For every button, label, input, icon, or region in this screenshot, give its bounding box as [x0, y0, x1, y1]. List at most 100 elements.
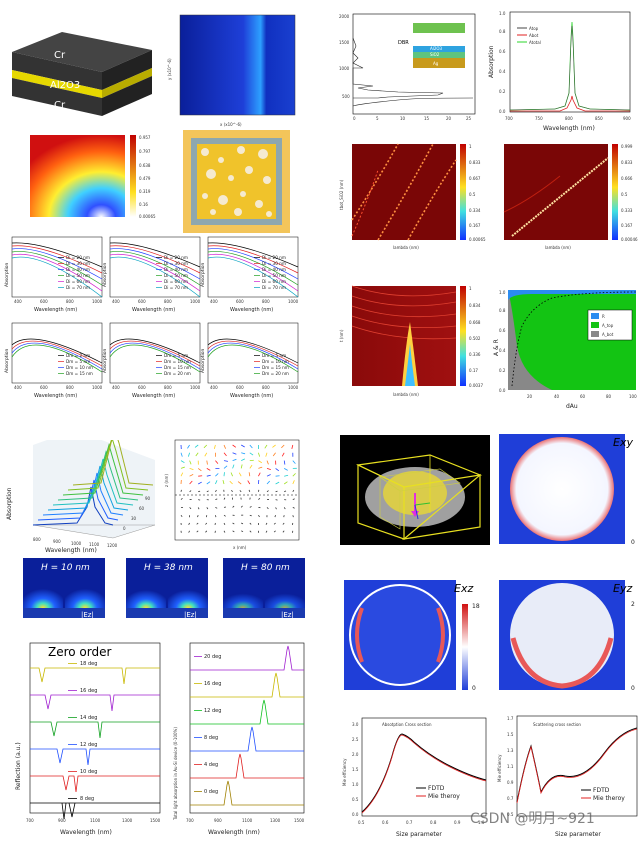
field-arrow	[275, 499, 278, 501]
cbar: 1	[469, 144, 472, 149]
legend-atotal: Atotal	[529, 40, 541, 45]
field-arrow	[241, 530, 244, 533]
watermark: CSDN @明月~921	[470, 811, 595, 827]
field-arrow	[237, 481, 242, 485]
ytick: 0.7	[507, 796, 514, 801]
legend-label: Dm = 5 nm	[66, 359, 90, 364]
xtick: 1000	[71, 541, 82, 546]
exz-max: 18	[472, 603, 480, 610]
eyz-min: 0	[631, 685, 635, 692]
field-arrow	[215, 515, 217, 518]
field-arrow	[198, 481, 202, 485]
field-arrow	[180, 472, 184, 477]
absorption-series	[190, 699, 304, 725]
ez-h-label: H = 10 nm	[41, 563, 90, 573]
ytick: 0.2	[499, 368, 506, 373]
series-line	[11, 342, 103, 370]
ytick: 0.6	[499, 49, 506, 54]
ytick: 0.6	[499, 328, 506, 333]
cbar: 0.333	[621, 208, 633, 213]
legend-atop: Atop	[529, 26, 539, 31]
field-arrow	[292, 460, 296, 464]
field-arrow	[273, 522, 276, 525]
field-arrow	[266, 490, 269, 493]
field-arrow	[187, 452, 190, 457]
legend-label: Dm = 5 nm	[164, 353, 188, 358]
ytick: 0.4	[499, 69, 506, 74]
legend-label: Di = 70 nm	[164, 285, 188, 290]
field-arrow	[197, 515, 199, 518]
ytick: 0.8	[499, 308, 506, 313]
xtick: 700	[505, 116, 513, 121]
chart-title: Absotption Cross section	[382, 722, 432, 727]
field-arrow	[281, 444, 285, 449]
field-arrow	[241, 522, 244, 525]
xlabel: Wavelength (nm)	[132, 393, 175, 399]
legend-label: Di = 40 nm	[164, 267, 188, 272]
cbar: 0.834	[469, 303, 481, 308]
ez-tag: |Ez|	[81, 611, 94, 619]
field-arrow	[223, 452, 227, 457]
ytick: 2000	[339, 14, 350, 19]
field-arrow	[240, 505, 243, 508]
xlabel: x (nm)	[233, 545, 247, 550]
xtick: 800	[164, 299, 172, 304]
field-arrow	[195, 452, 199, 457]
cbar: 0.336	[469, 352, 481, 357]
field-arrow	[266, 468, 271, 471]
series-label: 4 deg	[204, 762, 218, 768]
xtick: 60	[580, 394, 586, 399]
xtick: 1000	[190, 385, 201, 390]
legend-label: Dm = 10 nm	[164, 359, 191, 364]
field-arrow	[206, 490, 209, 493]
series-line	[109, 245, 201, 274]
ztick: 0	[123, 526, 126, 531]
xtick: 1100	[89, 542, 100, 547]
waterfall-absorption: Absorption Wavelength (nm) 800 900 1000 …	[5, 440, 165, 555]
series-line	[207, 340, 299, 367]
subplot-frame	[109, 236, 201, 298]
series-line	[207, 253, 299, 292]
waterfall-series	[57, 450, 139, 501]
xtick: 0	[353, 116, 356, 121]
cbar: 0.957	[139, 135, 151, 140]
xlabel: Wavelength (nm)	[208, 829, 260, 836]
ylabel: z (nm)	[164, 474, 169, 487]
legend-label: Di = 40 nm	[262, 267, 286, 272]
series-line	[207, 344, 299, 373]
field-arrow	[274, 515, 276, 518]
field-arrow	[194, 444, 199, 448]
chart-title: Zero order	[48, 645, 111, 659]
ez-h-label: H = 38 nm	[144, 563, 193, 573]
total-absorption: Total light absorption in Au-Si device (…	[168, 640, 308, 838]
series-line	[109, 253, 201, 292]
field-arrow	[249, 452, 254, 456]
field-arrow	[222, 480, 225, 485]
xtick: 600	[236, 385, 244, 390]
field-arrow	[247, 480, 251, 485]
series-label: 10 deg	[80, 769, 97, 775]
field-map-eyz: Eyz 2 0	[495, 578, 641, 696]
field-arrow	[232, 452, 237, 455]
field-map-xlabel: x (x10^-6)	[220, 122, 242, 127]
xtick: 800	[262, 299, 270, 304]
xtick: 0.8	[430, 820, 437, 825]
xtick: 600	[40, 299, 48, 304]
field-arrow	[232, 505, 235, 508]
legend-label: Di = 40 nm	[66, 267, 90, 272]
ylabel: Absorption	[200, 348, 206, 373]
xtick: 700	[186, 818, 194, 823]
ytick: 1.3	[507, 748, 514, 753]
cbar: 0.00065	[469, 237, 486, 242]
xtick: 0.5	[358, 820, 365, 825]
ylabel: Absorption	[4, 262, 10, 287]
ylabel: Mie efficiency	[497, 754, 502, 782]
cbar: 1	[469, 286, 472, 291]
ez-map-2: H = 38 nm |Ez|	[118, 556, 213, 628]
xlabel: Wavelength (nm)	[543, 125, 595, 132]
legend-label: Dm = 20 nm	[164, 371, 191, 376]
legend-label: Di = 50 nm	[262, 273, 286, 278]
xlabel: Wavelength (nm)	[60, 829, 112, 836]
field-arrow	[189, 507, 192, 510]
absorption-series	[190, 780, 304, 806]
